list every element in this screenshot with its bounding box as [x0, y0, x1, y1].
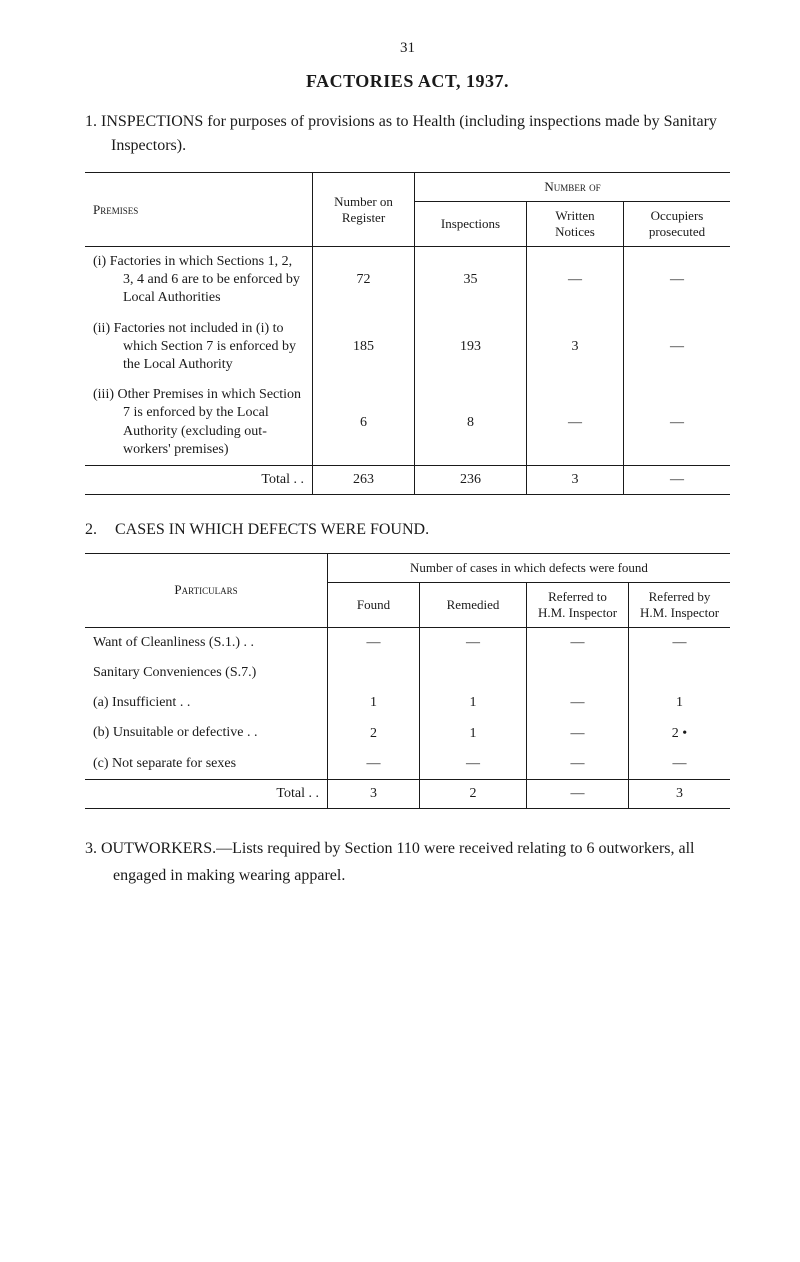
section-1-text: INSPECTIONS for purposes of provisions a… — [101, 113, 717, 154]
cell-ref-by: — — [629, 627, 731, 658]
cell-insp: 8 — [415, 380, 527, 465]
cell-insp: 193 — [415, 314, 527, 381]
row-roman: (ii) — [93, 321, 110, 336]
section-1-intro: 1. INSPECTIONS for purposes of provision… — [85, 110, 730, 158]
total-row: Total . . 3 2 — 3 — [85, 779, 730, 808]
total-insp: 236 — [415, 465, 527, 494]
th-written: Written Notices — [527, 202, 624, 247]
th-number-cases: Number of cases in which defects were fo… — [328, 553, 731, 582]
cell-occ: — — [624, 247, 731, 314]
main-title: FACTORIES ACT, 1937. — [85, 71, 730, 92]
th-occupiers: Occupiers prosecuted — [624, 202, 731, 247]
table-row: (iii) Other Premises in which Section 7 … — [85, 380, 730, 465]
row-text: Other Premises in which Section 7 is enf… — [118, 387, 302, 457]
total-row: Total . . 263 236 3 — — [85, 465, 730, 494]
cell-found: 1 — [328, 688, 420, 718]
cell-reg: 72 — [313, 247, 415, 314]
cell-remedied: 1 — [420, 718, 527, 748]
section-2-title: 2. CASES IN WHICH DEFECTS WERE FOUND. — [85, 521, 730, 539]
cell-insp: 35 — [415, 247, 527, 314]
total-ref-to: — — [527, 779, 629, 808]
row-text: Sanitary Conveniences (S.7.) — [85, 658, 328, 688]
total-label: Total . . — [85, 465, 313, 494]
cell-found: — — [328, 749, 420, 780]
cell-found: 2 — [328, 718, 420, 748]
cell-occ: — — [624, 314, 731, 381]
table-row: (c) Not separate for sexes — — — — — [85, 749, 730, 780]
total-ref-by: 3 — [629, 779, 731, 808]
cell-wr: — — [527, 380, 624, 465]
total-occ: — — [624, 465, 731, 494]
cell-ref-by: — — [629, 749, 731, 780]
defects-table: Particulars Number of cases in which def… — [85, 553, 730, 809]
total-found: 3 — [328, 779, 420, 808]
row-text: (c) Not separate for sexes — [85, 749, 328, 780]
cell-ref-by: 2 • — [629, 718, 731, 748]
cell-wr: 3 — [527, 314, 624, 381]
total-label: Total . . — [85, 779, 328, 808]
cell-remedied: — — [420, 749, 527, 780]
section-3-num: 3. — [85, 840, 97, 857]
inspections-table: Premises Number on Register Number of In… — [85, 172, 730, 495]
cell-reg: 185 — [313, 314, 415, 381]
th-premises: Premises — [85, 173, 313, 247]
th-referred-by: Referred by H.M. Inspector — [629, 582, 731, 627]
row-text: (b) Unsuitable or defective . . — [85, 718, 328, 748]
total-remedied: 2 — [420, 779, 527, 808]
cell-found: — — [328, 627, 420, 658]
th-found: Found — [328, 582, 420, 627]
total-reg: 263 — [313, 465, 415, 494]
cell-ref-by — [629, 658, 731, 688]
cell-found — [328, 658, 420, 688]
section-3-text: OUTWORKERS.—Lists required by Section 11… — [101, 840, 694, 884]
total-wr: 3 — [527, 465, 624, 494]
cell-reg: 6 — [313, 380, 415, 465]
row-text: (a) Insufficient . . — [85, 688, 328, 718]
table-row: (b) Unsuitable or defective . . 2 1 — 2 … — [85, 718, 730, 748]
th-referred-to: Referred to H.M. Inspector — [527, 582, 629, 627]
cell-ref-to — [527, 658, 629, 688]
th-inspections: Inspections — [415, 202, 527, 247]
row-text: Factories in which Sections 1, 2, 3, 4 a… — [110, 254, 300, 305]
section-3-para: 3. OUTWORKERS.—Lists required by Section… — [85, 835, 730, 889]
th-particulars: Particulars — [85, 553, 328, 627]
cell-remedied: 1 — [420, 688, 527, 718]
page-number: 31 — [85, 40, 730, 57]
th-remedied: Remedied — [420, 582, 527, 627]
cell-wr: — — [527, 247, 624, 314]
table-row: (a) Insufficient . . 1 1 — 1 — [85, 688, 730, 718]
table-row: (ii) Factories not included in (i) to wh… — [85, 314, 730, 381]
section-1-num: 1. — [85, 113, 97, 130]
cell-occ: — — [624, 380, 731, 465]
cell-ref-by: 1 — [629, 688, 731, 718]
row-text: Factories not included in (i) to which S… — [114, 321, 296, 372]
row-text: Want of Cleanliness (S.1.) . . — [85, 627, 328, 658]
row-roman: (i) — [93, 254, 106, 269]
cell-ref-to: — — [527, 749, 629, 780]
table-row: Sanitary Conveniences (S.7.) — [85, 658, 730, 688]
cell-ref-to: — — [527, 688, 629, 718]
table-row: Want of Cleanliness (S.1.) . . — — — — — [85, 627, 730, 658]
th-number-of: Number of — [415, 173, 731, 202]
cell-remedied — [420, 658, 527, 688]
table-row: (i) Factories in which Sections 1, 2, 3,… — [85, 247, 730, 314]
cell-remedied: — — [420, 627, 527, 658]
cell-ref-to: — — [527, 627, 629, 658]
row-roman: (iii) — [93, 387, 114, 402]
cell-ref-to: — — [527, 718, 629, 748]
document-page: 31 FACTORIES ACT, 1937. 1. INSPECTIONS f… — [0, 0, 800, 939]
section-2-text: CASES IN WHICH DEFECTS WERE FOUND. — [115, 521, 429, 538]
section-2-num: 2. — [85, 521, 111, 539]
th-number-register: Number on Register — [313, 173, 415, 247]
